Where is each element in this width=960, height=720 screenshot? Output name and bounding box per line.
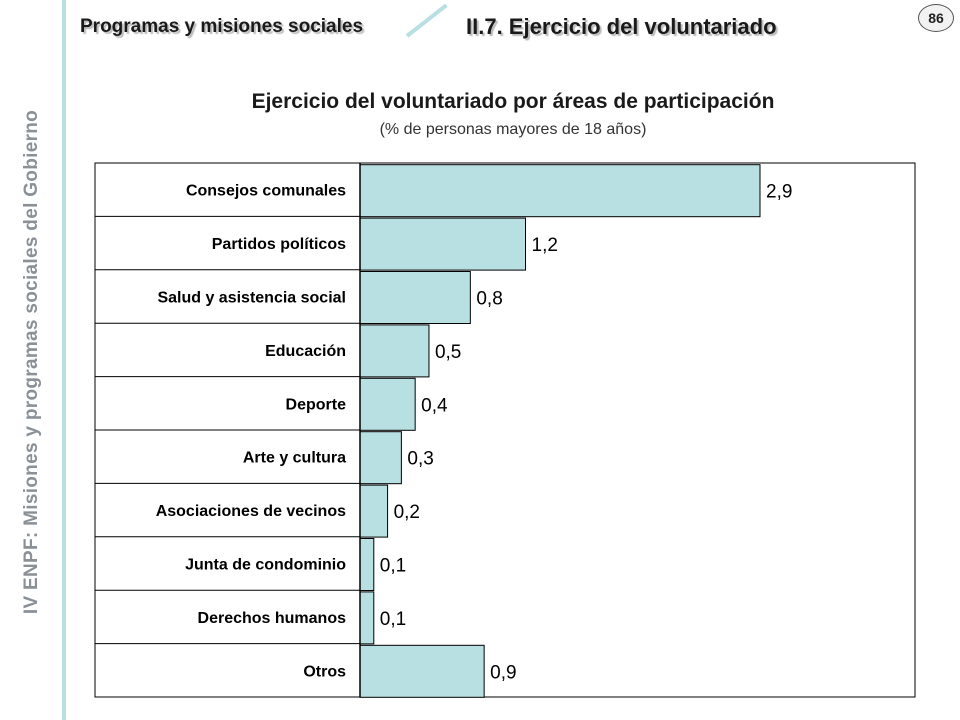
section-title: Programas y misiones sociales [80,16,364,37]
value-label: 0,8 [476,289,502,310]
value-label: 2,9 [766,182,792,203]
value-label: 1,2 [532,235,558,256]
sidebar-accent-line [62,0,66,720]
bar [359,164,761,218]
category-label: Junta de condominio [185,557,346,574]
bar [359,377,416,431]
page-number-badge: 86 [918,4,954,32]
category-label: Deporte [286,396,347,413]
value-label: 0,5 [435,342,461,363]
bar [359,591,375,645]
category-label: Asociaciones de vecinos [156,503,346,520]
category-label: Educación [265,343,346,360]
value-label: 0,2 [394,502,420,523]
value-label: 0,4 [421,395,448,416]
value-label: 0,1 [380,556,406,577]
chart-subtitle: (% de personas mayores de 18 años) [379,121,647,138]
value-label: 0,3 [407,449,433,470]
sidebar-strip [0,0,62,720]
category-label: Otros [303,663,346,680]
value-label: 0,1 [380,609,406,630]
chart-title: Ejercicio del voluntariado por áreas de … [251,90,775,113]
bar [359,484,389,538]
value-label: 0,9 [490,662,516,683]
subsection-title: II.7. Ejercicio del voluntariado [466,14,777,39]
category-label: Salud y asistencia social [157,290,346,307]
category-label: Partidos políticos [212,236,346,253]
bar [359,324,430,378]
bar [359,644,485,698]
bar [359,271,471,324]
category-label: Consejos comunales [186,183,346,200]
bar [359,538,375,591]
category-label: Derechos humanos [198,610,347,627]
bar [359,431,402,485]
bar [359,217,527,271]
category-label: Arte y cultura [243,450,346,467]
